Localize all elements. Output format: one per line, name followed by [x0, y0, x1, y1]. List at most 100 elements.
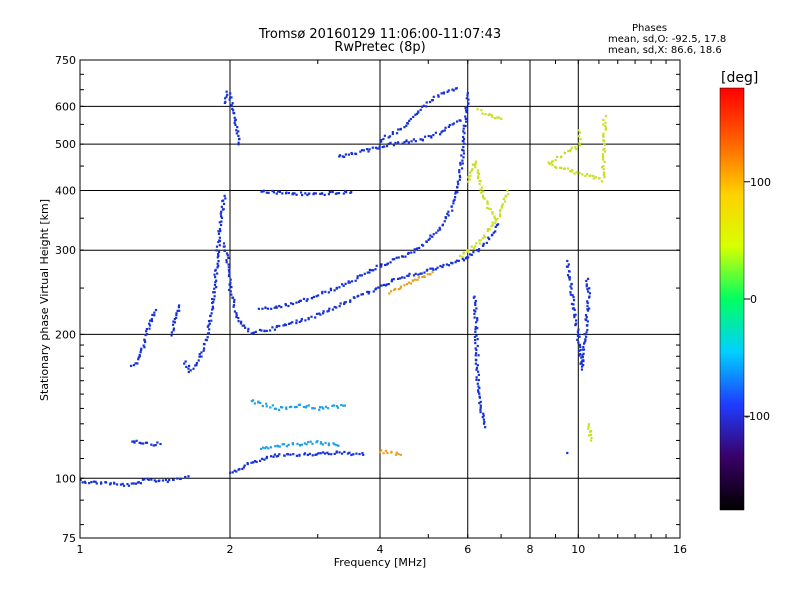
data-point [266, 307, 270, 310]
data-point [570, 287, 573, 290]
data-point [419, 108, 422, 111]
data-point [570, 282, 573, 286]
data-point [586, 308, 589, 311]
data-point [307, 316, 310, 320]
data-point [298, 403, 302, 406]
x-tick-label: 10 [571, 543, 585, 556]
data-point [333, 305, 336, 309]
data-point [588, 287, 591, 290]
data-point [131, 440, 134, 443]
data-point [141, 478, 145, 481]
data-point [488, 228, 491, 231]
data-point [585, 324, 589, 327]
data-point [579, 352, 582, 356]
data-point [417, 273, 420, 276]
data-point [574, 146, 577, 149]
data-point [374, 146, 377, 149]
chart-title: Tromsø 20160129 11:06:00-11:07:43 [258, 27, 502, 42]
data-point [327, 309, 330, 312]
data-point [482, 412, 485, 415]
data-point [582, 345, 585, 349]
data-point [468, 253, 472, 256]
data-point [405, 124, 408, 127]
data-point [603, 176, 606, 179]
data-point [187, 370, 190, 373]
data-point [476, 382, 479, 385]
data-point [341, 155, 344, 158]
data-point [447, 210, 450, 213]
data-point [461, 162, 464, 165]
data-point [461, 159, 464, 162]
data-point [491, 221, 494, 224]
data-point [305, 405, 308, 408]
data-point [410, 140, 413, 143]
data-point [220, 210, 223, 213]
data-point [375, 264, 378, 267]
data-point [602, 173, 606, 176]
y-tick-label: 300 [55, 244, 76, 257]
data-point [572, 296, 575, 299]
data-point [476, 370, 480, 373]
y-tick-label: 200 [55, 328, 76, 341]
data-point [483, 197, 486, 200]
data-point [592, 177, 595, 180]
data-point [385, 144, 389, 148]
data-point [367, 150, 370, 153]
data-point [462, 127, 465, 130]
data-point [485, 206, 489, 209]
data-point [200, 351, 203, 354]
data-point [360, 274, 364, 277]
data-point [484, 426, 487, 429]
data-point [587, 425, 590, 428]
data-point [448, 123, 451, 127]
data-point [589, 430, 592, 433]
data-point [224, 97, 227, 100]
data-point [250, 332, 253, 335]
data-point [480, 186, 484, 189]
data-point [229, 290, 232, 293]
data-point [586, 300, 589, 303]
data-point [434, 268, 438, 271]
data-point [312, 295, 315, 299]
data-point [281, 192, 284, 195]
data-point [153, 311, 156, 314]
data-point [333, 289, 336, 292]
data-point [338, 155, 341, 158]
data-point [318, 408, 321, 411]
data-point [265, 191, 268, 194]
data-point [145, 330, 148, 333]
data-point [496, 217, 499, 221]
data-point [219, 230, 222, 233]
data-point [481, 112, 484, 115]
data-point [464, 124, 467, 128]
data-point [212, 300, 215, 304]
data-point [149, 319, 152, 322]
data-point [143, 338, 146, 341]
data-point [217, 264, 220, 267]
data-point [292, 453, 295, 456]
data-point [261, 404, 264, 408]
data-point [305, 299, 308, 302]
data-point [399, 453, 402, 456]
data-point [238, 468, 241, 471]
data-point [153, 479, 156, 482]
data-point [344, 300, 347, 304]
data-point [183, 362, 186, 365]
data-point [582, 342, 586, 345]
data-point [202, 349, 205, 352]
data-point [439, 264, 442, 268]
data-point [269, 446, 273, 449]
data-point [290, 405, 293, 408]
data-point [293, 192, 296, 195]
data-point [246, 330, 250, 333]
data-point [398, 277, 402, 280]
data-point [354, 279, 357, 282]
data-point [173, 321, 177, 324]
data-point [234, 123, 237, 127]
data-point [213, 276, 217, 279]
data-point [592, 174, 595, 177]
data-point [295, 301, 298, 304]
data-point [579, 362, 582, 365]
data-point [175, 316, 178, 319]
data-point [477, 378, 480, 382]
